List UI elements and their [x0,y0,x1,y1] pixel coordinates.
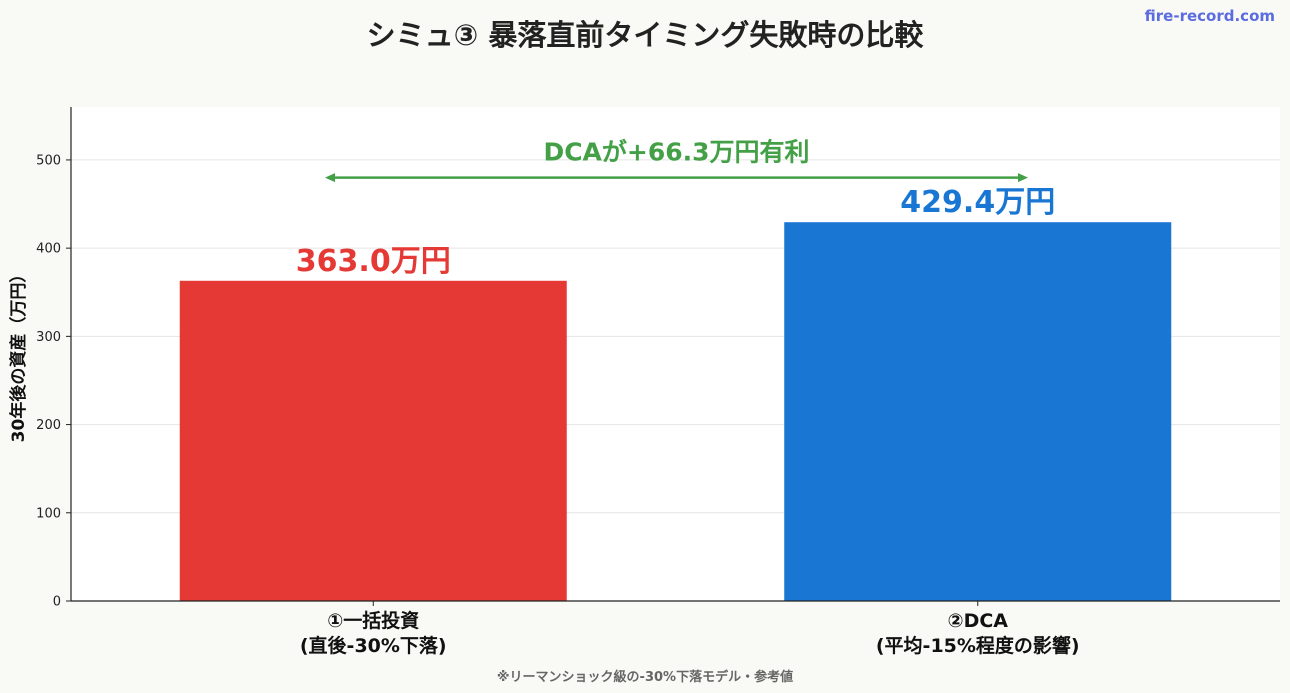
bar [179,280,567,601]
y-tick-label: 100 [36,506,61,521]
y-tick-label: 500 [36,153,61,168]
y-tick-label: 200 [36,418,61,433]
y-tick-label: 300 [36,330,61,345]
footnote: ※リーマンショック級の-30%下落モデル・参考値 [496,670,794,685]
chart-title: シミュ③ 暴落直前タイミング失敗時の比較 [366,18,924,52]
x-category-label: ②DCA [947,610,1008,632]
x-category-label: ①一括投資 [327,609,419,632]
difference-annotation: DCAが+66.3万円有利 [543,138,809,167]
y-tick-label: 0 [53,595,61,610]
bar-value-label: 363.0万円 [296,244,451,279]
x-category-label: (平均-15%程度の影響) [876,634,1080,657]
arrow-head-left [325,173,335,183]
y-axis-label: 30年後の資産（万円） [8,266,29,443]
x-category-label: (直後-30%下落) [300,634,447,657]
bar [784,222,1172,601]
bar-value-label: 429.4万円 [900,185,1055,220]
arrow-head-right [1018,173,1028,183]
brand-watermark: fire-record.com [1144,7,1275,25]
y-tick-label: 400 [36,242,61,257]
